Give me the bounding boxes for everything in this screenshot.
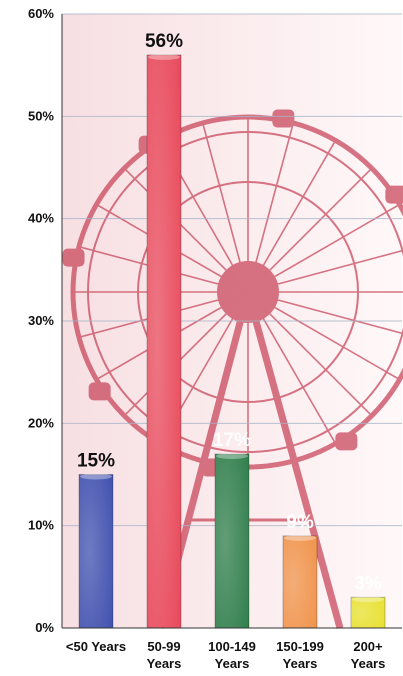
bar-cap [216,453,248,460]
wheel-car [385,185,403,204]
bar-cap [148,53,180,60]
y-tick-label: 40% [28,211,54,226]
wheel-car [88,382,111,401]
data-label: 3% [354,573,382,594]
wheel-spoke [247,122,295,293]
wheel-car [335,432,358,451]
wheel-spoke [247,291,403,335]
bar-highlight [79,474,113,628]
y-tick-label: 20% [28,415,54,430]
data-label: 56% [145,31,183,52]
wheel-spoke [247,291,373,417]
data-label: 9% [286,512,314,533]
y-tick-label: 50% [28,108,54,123]
y-tick-label: 60% [28,6,54,21]
wheel-spoke [247,291,400,381]
data-label: 17% [213,430,251,451]
x-category-label: 50-99 Years [147,639,182,671]
bar-cap [352,596,384,603]
x-category-label: 100-149 Years [208,639,256,671]
bar-highlight [147,54,181,628]
wheel-spoke [123,291,249,417]
wheel-spoke [247,291,337,444]
wheel-spoke [247,249,403,293]
wheel-spoke [123,167,249,293]
wheel-spoke [201,122,249,293]
y-tick-label: 10% [28,518,54,533]
wheel-spoke [247,140,337,293]
x-category-label: <50 Years [66,639,126,654]
y-tick-label: 30% [28,313,54,328]
x-category-label: 200+ Years [351,639,386,671]
x-category-label: 150-199 Years [276,639,324,671]
bar-highlight [283,535,317,628]
bar-cap [80,473,112,480]
wheel-car [62,248,85,267]
bar-highlight [351,597,385,628]
wheel-spoke [247,167,373,293]
data-label: 15% [77,451,115,472]
y-tick-label: 0% [35,620,54,635]
bar-cap [284,534,316,541]
wheel-car [272,109,295,128]
bar-highlight [215,454,249,628]
